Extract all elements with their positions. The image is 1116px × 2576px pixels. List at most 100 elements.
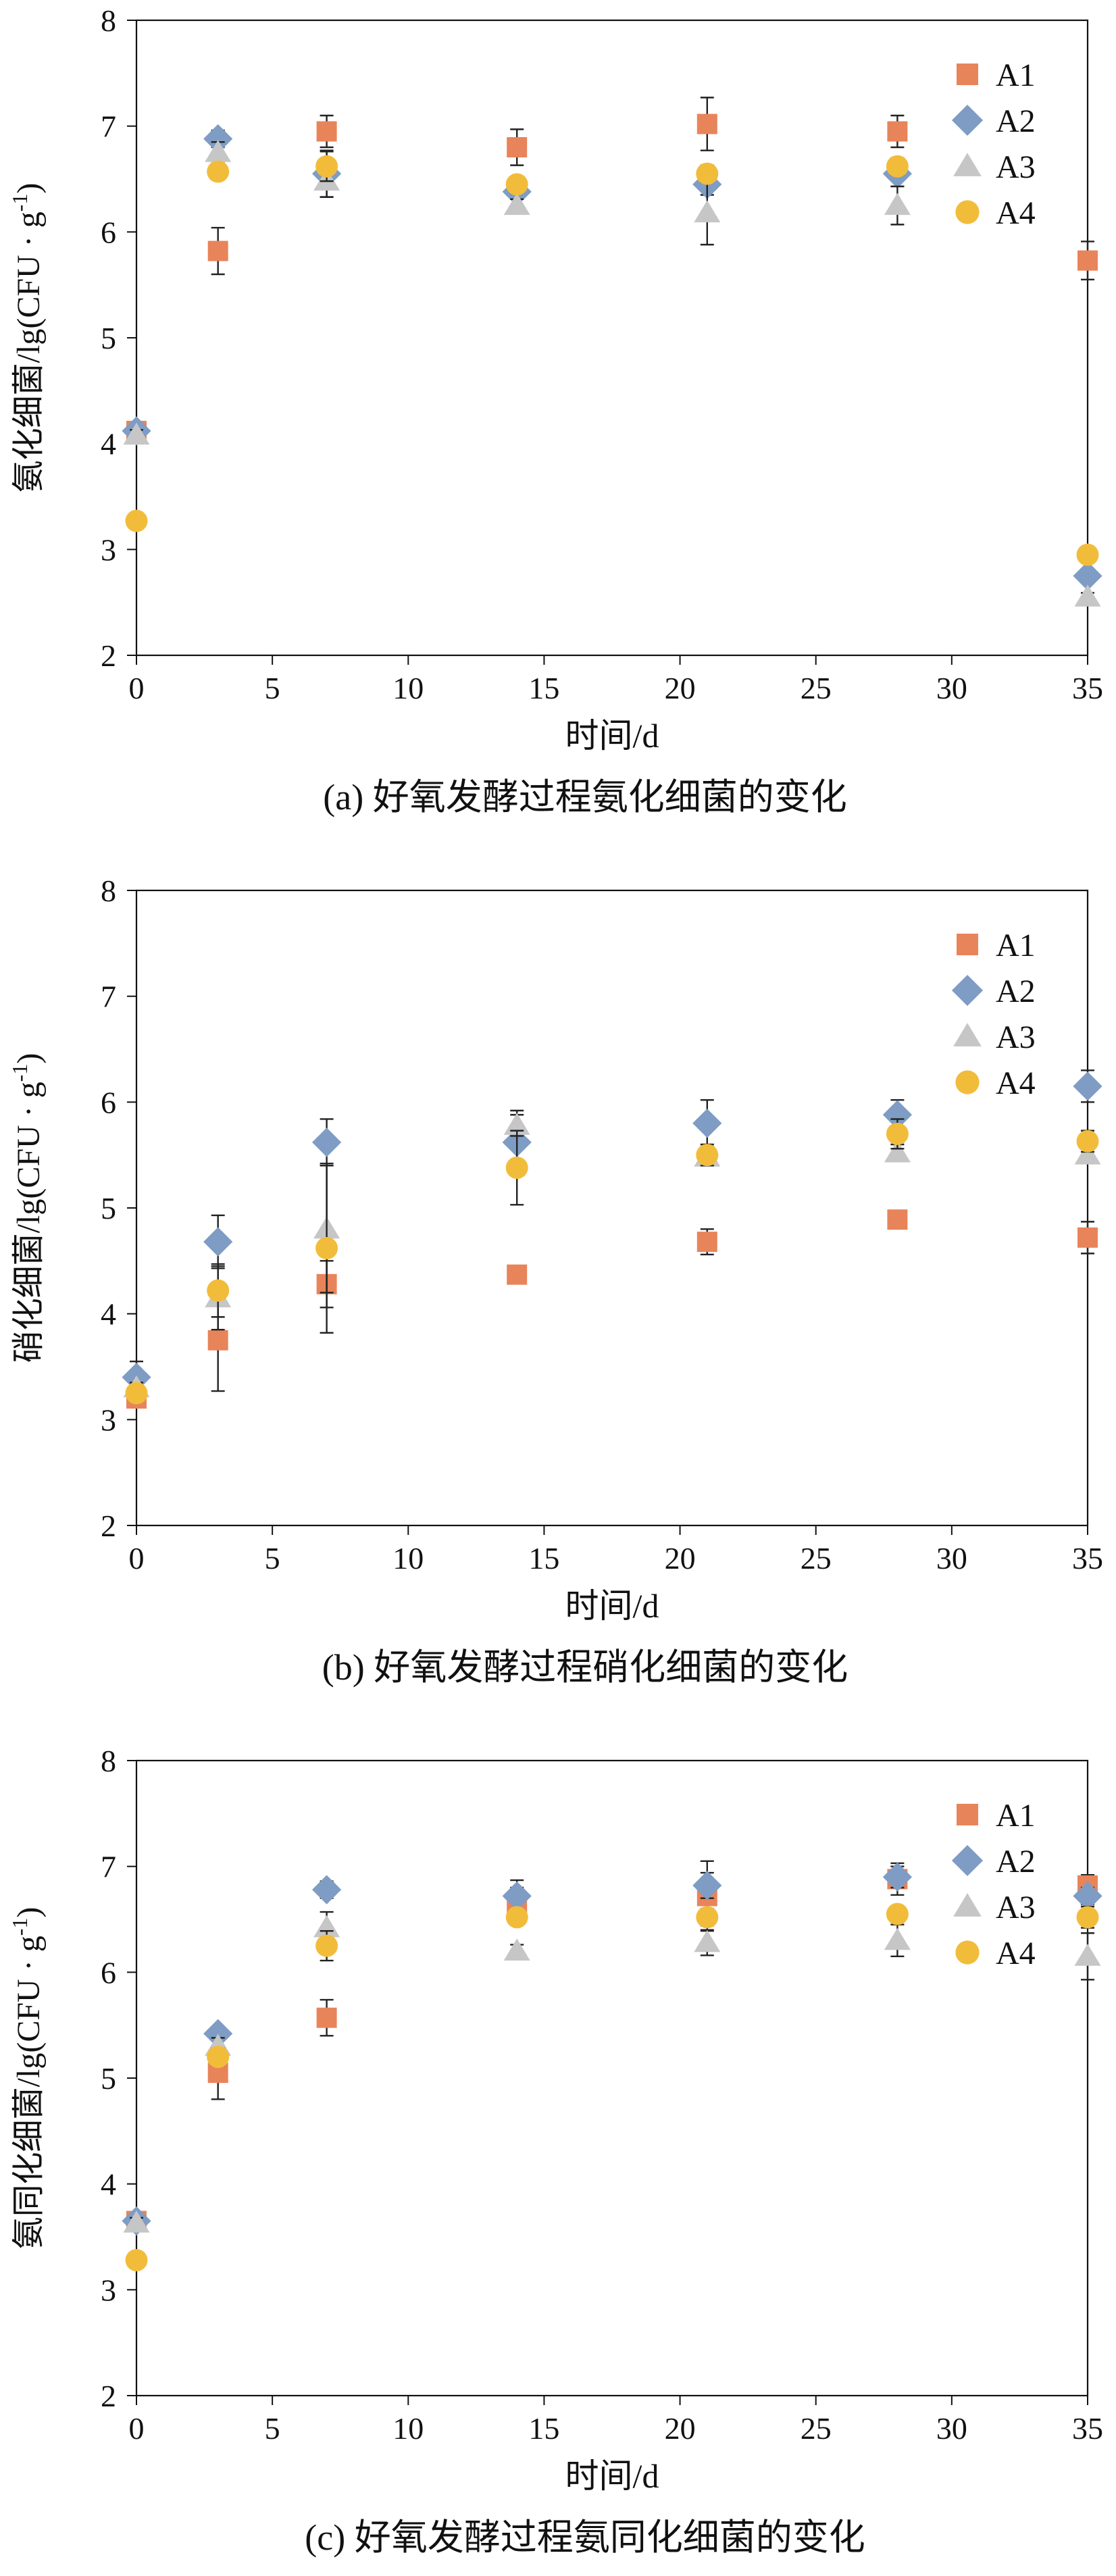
x-tick-label: 5 xyxy=(265,671,280,705)
legend-marker-A4 xyxy=(955,1070,980,1094)
data-point-A4 xyxy=(315,1237,338,1260)
y-axis-label-end: ) xyxy=(11,183,47,194)
data-point-A4 xyxy=(696,162,719,185)
y-axis-label-sup: -1 xyxy=(7,1064,32,1082)
x-tick-label: 35 xyxy=(1072,2411,1103,2446)
data-point-A2 xyxy=(203,2019,233,2048)
data-point-A2 xyxy=(203,124,233,154)
data-point-A1 xyxy=(507,137,528,157)
y-axis-label-end: ) xyxy=(11,1053,47,1064)
legend-label-A2: A2 xyxy=(996,974,1036,1009)
y-tick-label: 5 xyxy=(101,1191,116,1226)
legend-marker-A2 xyxy=(951,104,984,136)
data-point-A3 xyxy=(503,1938,530,1961)
legend-label-A4: A4 xyxy=(996,1065,1036,1101)
data-point-A2 xyxy=(1073,561,1102,591)
y-tick-label: 3 xyxy=(101,2273,116,2307)
y-tick-label: 4 xyxy=(101,427,116,461)
y-axis-label-main: 氨同化细菌/lg(CFU · g xyxy=(11,1936,47,2249)
data-point-A3 xyxy=(884,1927,911,1950)
x-tick-label: 0 xyxy=(129,2411,145,2446)
x-tick-label: 0 xyxy=(129,1541,145,1575)
data-point-A4 xyxy=(125,1382,148,1405)
series-A4 xyxy=(125,1902,1099,2271)
series-A2 xyxy=(122,1069,1102,1394)
data-point-A2 xyxy=(692,1109,722,1138)
y-tick-label: 6 xyxy=(101,1085,116,1119)
legend-marker-A4 xyxy=(955,1940,980,1965)
data-point-A2 xyxy=(692,1871,722,1900)
x-tick-label: 25 xyxy=(801,2411,832,2446)
data-point-A2 xyxy=(502,1881,532,1911)
plot-frame xyxy=(135,1759,1089,2397)
data-point-A3 xyxy=(123,2211,150,2233)
data-point-A4 xyxy=(207,2046,230,2069)
x-tick-label: 15 xyxy=(528,1541,559,1575)
x-tick-label: 15 xyxy=(528,2411,559,2446)
data-point-A4 xyxy=(886,155,909,178)
data-point-A4 xyxy=(886,1122,909,1145)
y-axis-label: 硝化细菌/lg(CFU · g-1) xyxy=(7,1053,47,1363)
chart-panel-2: 0 5 10 15 20 25 30 35 2 3 4 5 6 7 8 时间/d 硝化细菌/lg(CFU · g… xyxy=(7,874,1103,1688)
data-point-A4 xyxy=(886,1902,909,1925)
series-A3 xyxy=(123,1911,1101,2233)
x-tick-label: 10 xyxy=(392,2411,424,2446)
y-axis-label-main: 硝化细菌/lg(CFU · g xyxy=(11,1082,47,1363)
x-tick-label: 5 xyxy=(265,2411,280,2446)
data-point-A3 xyxy=(884,193,911,216)
data-point-A3 xyxy=(1074,584,1101,607)
data-point-A1 xyxy=(696,1232,717,1253)
y-tick-label: 4 xyxy=(101,1297,116,1332)
data-point-A1 xyxy=(696,113,717,134)
x-tick-label: 35 xyxy=(1072,1541,1103,1575)
data-point-A4 xyxy=(696,1906,719,1929)
y-tick-label: 3 xyxy=(101,1403,116,1437)
legend: A1 A2 A3 A4 xyxy=(951,928,1036,1101)
plot-frame xyxy=(135,889,1089,1527)
x-tick-label: 5 xyxy=(265,1541,280,1575)
series-A1 xyxy=(126,97,1098,441)
legend-label-A4: A4 xyxy=(996,1936,1036,1971)
legend-marker-A1 xyxy=(957,64,978,85)
y-axis-label-main: 氨化细菌/lg(CFU · g xyxy=(11,211,47,493)
data-point-A3 xyxy=(884,1140,911,1163)
legend-label-A4: A4 xyxy=(996,195,1036,231)
data-point-A3 xyxy=(694,1929,721,1952)
y-tick-label: 5 xyxy=(101,2061,116,2096)
legend-marker-A2 xyxy=(951,1844,984,1877)
legend-marker-A3 xyxy=(953,153,982,176)
chart-panel-1: 0 5 10 15 20 25 30 35 2 3 4 5 6 7 8 时间/d 氨化细菌/lg(CFU · g… xyxy=(7,3,1103,817)
legend-label-A3: A3 xyxy=(996,1890,1036,1925)
x-tick-label: 20 xyxy=(665,1541,696,1575)
data-point-A4 xyxy=(207,1279,230,1302)
legend-label-A3: A3 xyxy=(996,149,1036,185)
series-A1 xyxy=(126,1209,1098,1409)
x-tick-label: 20 xyxy=(665,671,696,705)
x-tick-label: 15 xyxy=(528,671,559,705)
x-tick-label: 25 xyxy=(801,671,832,705)
data-point-A2 xyxy=(1073,1071,1102,1101)
series-A4 xyxy=(125,151,1099,566)
legend: A1 A2 A3 A4 xyxy=(951,1798,1036,1971)
data-point-A4 xyxy=(696,1144,719,1167)
data-point-A4 xyxy=(315,1934,338,1957)
data-point-A2 xyxy=(882,1100,912,1130)
legend-marker-A2 xyxy=(951,974,984,1007)
y-tick-label: 7 xyxy=(101,1850,116,1884)
y-tick-label: 7 xyxy=(101,109,116,144)
data-point-A4 xyxy=(125,509,148,532)
data-point-A1 xyxy=(316,121,337,142)
chart-caption: (b) 好氧发酵过程硝化细菌的变化 xyxy=(322,1647,848,1688)
x-tick-label: 30 xyxy=(936,2411,967,2446)
legend: A1 A2 A3 A4 xyxy=(951,57,1036,231)
data-point-A2 xyxy=(882,1862,912,1892)
data-point-A4 xyxy=(315,155,338,178)
y-axis-label-sup: -1 xyxy=(7,1918,32,1936)
y-axis-label: 氨同化细菌/lg(CFU · g-1) xyxy=(7,1907,47,2250)
data-point-A2 xyxy=(312,1128,342,1157)
y-tick-label: 6 xyxy=(101,1955,116,1990)
legend-marker-A1 xyxy=(957,934,978,955)
data-point-A4 xyxy=(207,160,230,183)
y-tick-label: 2 xyxy=(101,1509,116,1543)
